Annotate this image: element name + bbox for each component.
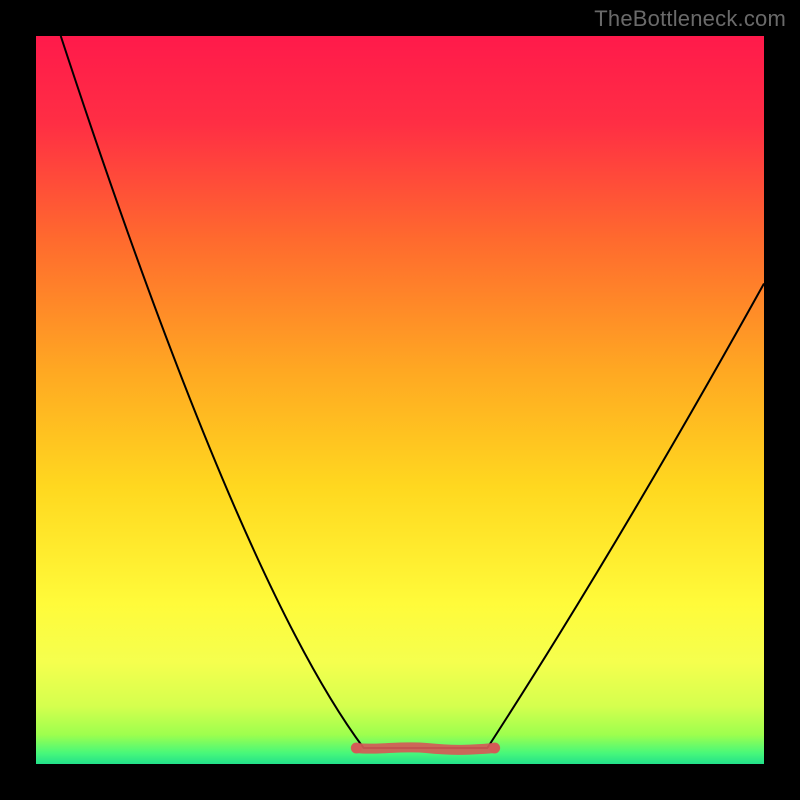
watermark-text: TheBottleneck.com [594,6,786,32]
min-zone-cap-left [351,742,362,753]
bottleneck-chart [0,0,800,800]
min-zone-highlight [356,747,494,750]
chart-gradient-plot-area [36,36,764,764]
min-zone-cap-right [489,742,500,753]
